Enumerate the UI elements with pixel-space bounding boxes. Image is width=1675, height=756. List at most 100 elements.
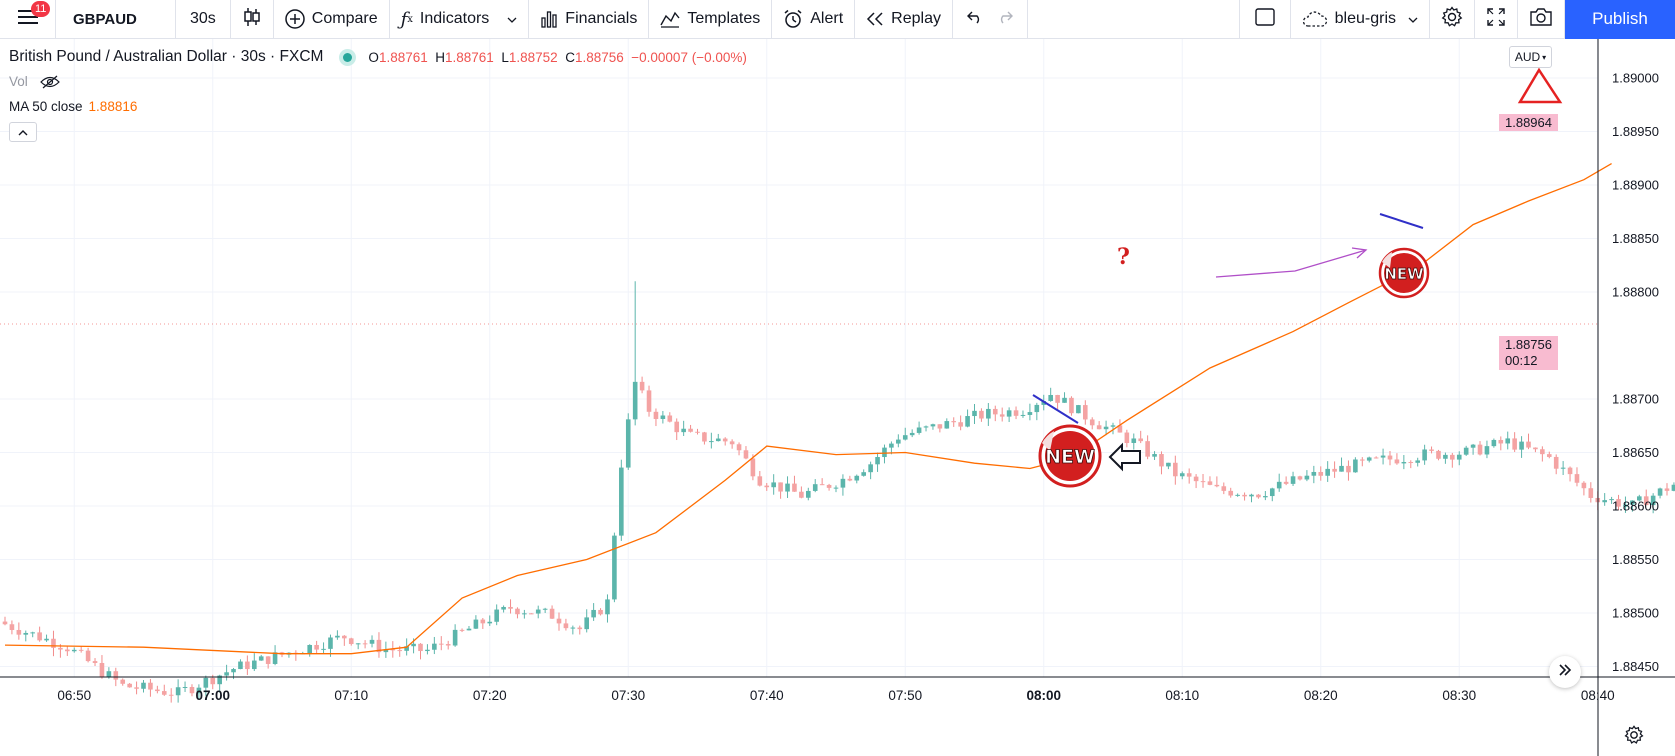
candle-body: [1366, 457, 1372, 461]
candle-body: [868, 464, 873, 473]
currency-button[interactable]: AUD ▾: [1509, 46, 1552, 68]
ma-value: 1.88816: [88, 99, 138, 114]
candle-body: [1408, 462, 1414, 464]
eye-hidden-icon[interactable]: [39, 75, 60, 89]
candle-body: [1650, 495, 1656, 506]
candle-body: [148, 682, 153, 690]
candle-body: [1290, 476, 1296, 484]
price-tick-label: 1.88700: [1612, 392, 1659, 407]
candle-body: [729, 441, 735, 445]
candle-body: [896, 439, 901, 444]
candle-body: [833, 487, 839, 489]
candle-body: [625, 419, 631, 468]
candle-body: [923, 426, 929, 428]
candle-body: [785, 483, 790, 492]
replay-button[interactable]: Replay: [855, 0, 953, 39]
candle-body: [23, 632, 29, 635]
candle-body: [411, 643, 416, 647]
candle-body: [445, 644, 451, 646]
candle-body: [667, 415, 673, 422]
rewind-icon: [866, 12, 884, 26]
chevron-down-icon[interactable]: [507, 10, 517, 28]
candle-body: [951, 421, 957, 423]
candle-body: [120, 679, 126, 684]
trend-line-2: [1379, 213, 1424, 229]
settings-button[interactable]: [1430, 0, 1475, 39]
candle-body: [1325, 468, 1330, 476]
collapse-legend-button[interactable]: [9, 122, 37, 142]
templates-button[interactable]: Templates: [649, 0, 773, 39]
time-tick-label: 07:00: [195, 688, 230, 703]
candle-body: [348, 638, 354, 645]
fullscreen-button[interactable]: [1475, 0, 1518, 39]
candle-body: [168, 694, 174, 696]
candle-body: [1145, 441, 1150, 457]
candle-body: [799, 491, 804, 498]
candle-body: [1311, 471, 1317, 476]
candle-body: [639, 381, 645, 391]
candle-body: [452, 629, 458, 646]
candle-body: [238, 661, 243, 670]
alert-button[interactable]: Alert: [772, 0, 856, 39]
price-chart[interactable]: ? NEW NEW 1.890001.889501.889001.888501.…: [0, 39, 1675, 756]
main-menu-button[interactable]: 11: [0, 0, 56, 39]
candle-body: [1602, 500, 1607, 503]
candle-body: [376, 639, 382, 653]
time-axis[interactable]: 06:50 07:00 07:10 07:20 07:30 07:40 07:50 08:00…: [57, 688, 1614, 703]
candle-body: [245, 661, 250, 670]
candle-body: [584, 617, 589, 630]
candle-body: [314, 644, 319, 650]
chevron-down-icon[interactable]: [1408, 10, 1418, 28]
trend-line-1: [1032, 394, 1079, 424]
indicators-label: Indicators: [419, 10, 490, 27]
candle-body: [1186, 473, 1192, 477]
candle-body: [1173, 462, 1178, 477]
save-layout-button[interactable]: bleu-gris: [1291, 0, 1430, 39]
candle-body: [937, 424, 943, 429]
candle-body: [930, 424, 936, 427]
candle-body: [535, 609, 541, 614]
chart-settings-button[interactable]: [1624, 725, 1644, 750]
ma-legend[interactable]: MA 50 close 1.88816: [9, 99, 137, 114]
candle-body: [681, 428, 686, 433]
snapshot-button[interactable]: [1518, 0, 1565, 39]
candle-body: [986, 408, 991, 419]
scroll-to-realtime-button[interactable]: [1549, 656, 1581, 688]
arrow-head: [1351, 247, 1368, 259]
compare-button[interactable]: Compare: [274, 0, 390, 39]
financials-button[interactable]: Financials: [529, 0, 650, 39]
candle-body: [272, 652, 278, 664]
triangle-drawing: [1517, 67, 1563, 104]
redo-button[interactable]: [991, 0, 1028, 39]
candle-body: [612, 535, 617, 600]
candle-body: [210, 677, 216, 685]
candle-body: [1387, 455, 1393, 460]
candle-body: [44, 638, 49, 641]
symbol-search-button[interactable]: GBPAUD: [56, 0, 176, 39]
change-value: −0.00007 (−0.00%): [631, 49, 747, 65]
layout-select-button[interactable]: [1240, 0, 1291, 39]
candle-body: [71, 649, 77, 652]
candle-body: [141, 682, 146, 689]
interval-button[interactable]: 30s: [176, 0, 231, 39]
candle-body: [1415, 460, 1420, 463]
price-tick-label: 1.88550: [1612, 552, 1659, 567]
price-tick-label: 1.88850: [1612, 231, 1659, 246]
price-tick-label: 1.88900: [1612, 178, 1659, 193]
price-axis[interactable]: 1.89000 1.88950 1.88900 1.88850 1.88800 1.887…: [1612, 71, 1659, 675]
candle-body: [1346, 465, 1351, 473]
candle-body: [1263, 496, 1268, 498]
candle-body: [1567, 467, 1573, 475]
candle-body: [1546, 454, 1552, 457]
publish-button[interactable]: Publish: [1565, 0, 1675, 39]
ma-price-label: 1.88964: [1499, 114, 1558, 131]
chart-type-button[interactable]: [231, 0, 274, 39]
market-status-icon[interactable]: [343, 52, 353, 62]
candle-body: [494, 609, 499, 622]
undo-button[interactable]: [953, 0, 991, 39]
candle-body: [764, 485, 770, 488]
double-chevron-right-icon: [1558, 663, 1572, 681]
time-tick-label: 07:20: [473, 688, 507, 703]
candle-body: [715, 438, 721, 442]
